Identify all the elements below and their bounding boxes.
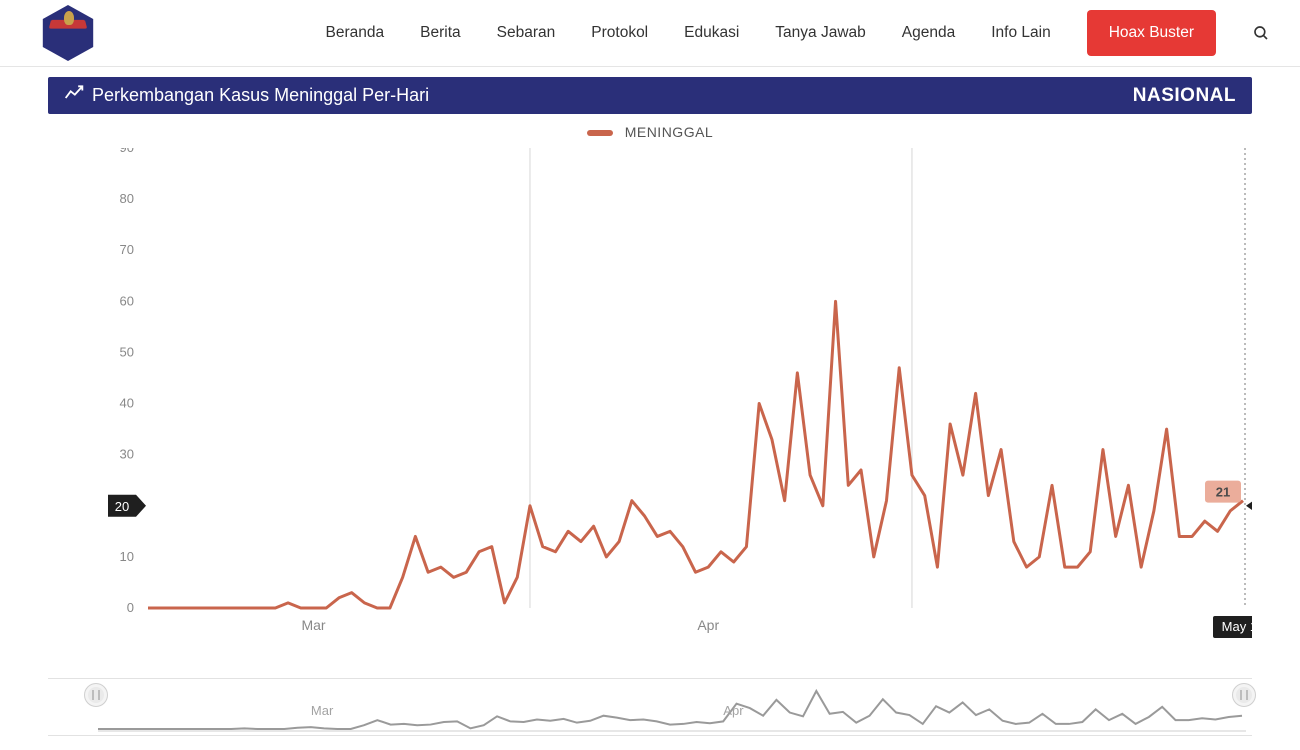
- svg-text:May 13: May 13: [1222, 619, 1252, 634]
- line-chart-svg: 01020304050607080902021MarAprMay 13: [48, 148, 1252, 658]
- nav-edukasi[interactable]: Edukasi: [684, 24, 739, 42]
- nav-agenda[interactable]: Agenda: [902, 24, 955, 42]
- svg-text:20: 20: [115, 499, 129, 514]
- svg-text:40: 40: [120, 396, 134, 411]
- range-handle-left[interactable]: [84, 683, 108, 707]
- nav-sebaran[interactable]: Sebaran: [497, 24, 556, 42]
- top-navbar: Beranda Berita Sebaran Protokol Edukasi …: [0, 0, 1300, 67]
- svg-text:50: 50: [120, 344, 134, 359]
- chart-legend: MENINGGAL: [48, 114, 1252, 144]
- svg-text:21: 21: [1216, 485, 1230, 500]
- line-chart-icon: [64, 84, 84, 107]
- nav-info-lain[interactable]: Info Lain: [991, 24, 1050, 42]
- range-mini-chart: [48, 679, 1252, 735]
- range-selector[interactable]: Mar Apr: [48, 678, 1252, 736]
- chart-panel: Perkembangan Kasus Meninggal Per-Hari NA…: [48, 77, 1252, 668]
- svg-text:10: 10: [120, 549, 134, 564]
- legend-label: MENINGGAL: [625, 124, 714, 140]
- panel-title: Perkembangan Kasus Meninggal Per-Hari: [92, 85, 429, 106]
- range-tick-mar: Mar: [311, 703, 333, 718]
- svg-text:30: 30: [120, 447, 134, 462]
- svg-text:90: 90: [120, 148, 134, 155]
- svg-text:0: 0: [127, 600, 134, 615]
- primary-nav: Beranda Berita Sebaran Protokol Edukasi …: [326, 10, 1270, 56]
- svg-text:60: 60: [120, 293, 134, 308]
- search-icon[interactable]: [1252, 24, 1270, 42]
- legend-swatch: [587, 130, 613, 136]
- svg-text:70: 70: [120, 242, 134, 257]
- nav-protokol[interactable]: Protokol: [591, 24, 648, 42]
- site-logo: [40, 5, 96, 61]
- panel-scope: NASIONAL: [1133, 85, 1236, 107]
- range-handle-right[interactable]: [1232, 683, 1256, 707]
- panel-header: Perkembangan Kasus Meninggal Per-Hari NA…: [48, 77, 1252, 114]
- chart-area[interactable]: 01020304050607080902021MarAprMay 13: [48, 148, 1252, 668]
- nav-beranda[interactable]: Beranda: [326, 24, 385, 42]
- nav-tanya-jawab[interactable]: Tanya Jawab: [775, 24, 865, 42]
- svg-text:Apr: Apr: [697, 617, 719, 633]
- nav-berita[interactable]: Berita: [420, 24, 461, 42]
- svg-text:Mar: Mar: [301, 617, 325, 633]
- hoax-buster-button[interactable]: Hoax Buster: [1087, 10, 1216, 56]
- svg-text:80: 80: [120, 191, 134, 206]
- range-tick-apr: Apr: [723, 703, 743, 718]
